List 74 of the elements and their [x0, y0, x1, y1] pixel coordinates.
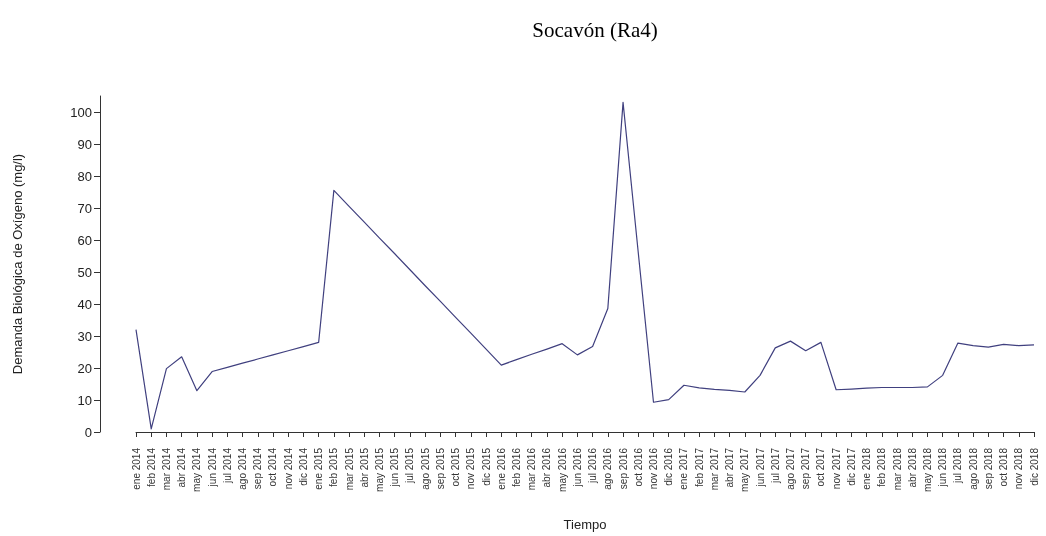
x-tick-label: jul 2015: [404, 447, 416, 485]
x-tick-label: ene 2018: [861, 447, 873, 490]
x-tick-label: jun 2015: [389, 447, 401, 488]
x-tick-label: oct 2014: [267, 447, 279, 487]
x-tick-label: nov 2016: [647, 447, 659, 490]
x-tick-label: dic 2018: [1028, 447, 1040, 486]
x-tick-label: jun 2016: [571, 447, 583, 488]
x-tick-label: mar 2014: [160, 447, 172, 491]
x-tick-label: sep 2016: [617, 447, 629, 490]
x-tick-label: sep 2014: [252, 447, 264, 490]
y-tick-label: 100: [70, 104, 92, 120]
x-tick-label: mar 2015: [343, 447, 355, 491]
x-tick-label: abr 2017: [724, 447, 736, 488]
x-tick-label: feb 2017: [693, 447, 705, 487]
x-tick-label: sep 2015: [434, 447, 446, 490]
y-tick-label: 50: [77, 264, 92, 280]
x-tick-label: sep 2017: [800, 447, 812, 490]
x-tick-label: jul 2018: [952, 447, 964, 485]
x-tick-label: ago 2015: [419, 447, 431, 490]
y-tick-label: 70: [77, 200, 92, 216]
x-tick-label: feb 2014: [145, 447, 157, 487]
x-axis-title: Tiempo: [563, 517, 607, 532]
x-tick-label: dic 2016: [663, 447, 675, 486]
x-tick-label: feb 2018: [876, 447, 888, 487]
x-tick-label: may 2014: [191, 447, 203, 492]
x-tick-label: jun 2018: [937, 447, 949, 488]
x-tick-label: ago 2018: [967, 447, 979, 490]
x-tick-label: abr 2018: [906, 447, 918, 488]
x-tick-label: ene 2016: [495, 447, 507, 490]
y-tick-label: 10: [77, 392, 92, 408]
x-tick-label: sep 2018: [982, 447, 994, 490]
x-tick-label: ene 2014: [130, 447, 142, 490]
y-tick-label: 90: [77, 136, 92, 152]
x-tick-label: dic 2014: [297, 447, 309, 486]
x-tick-label: ene 2017: [678, 447, 690, 490]
x-tick-label: feb 2015: [328, 447, 340, 487]
x-tick-label: may 2016: [556, 447, 568, 492]
y-tick-label: 40: [77, 296, 92, 312]
y-tick-label: 20: [77, 360, 92, 376]
x-tick-label: ago 2017: [784, 447, 796, 490]
x-tick-label: dic 2015: [480, 447, 492, 486]
x-tick-label: nov 2014: [282, 447, 294, 490]
x-tick-label: mar 2018: [891, 447, 903, 491]
y-axis-title: Demanda Biológica de Oxígeno (mg/l): [10, 153, 25, 375]
x-tick-label: mar 2017: [708, 447, 720, 491]
x-tick-label: oct 2018: [998, 447, 1010, 487]
x-tick-label: jul 2017: [769, 447, 781, 485]
y-tick-label: 80: [77, 168, 92, 184]
x-tick-label: mar 2016: [526, 447, 538, 491]
y-tick-label: 0: [84, 424, 92, 440]
x-tick-label: jun 2017: [754, 447, 766, 488]
x-tick-label: nov 2015: [465, 447, 477, 490]
x-tick-label: ene 2015: [313, 447, 325, 490]
x-tick-label: oct 2016: [632, 447, 644, 487]
x-tick-label: nov 2017: [830, 447, 842, 490]
x-tick-label: jul 2014: [221, 447, 233, 485]
x-tick-label: nov 2018: [1013, 447, 1025, 490]
x-tick-label: abr 2016: [541, 447, 553, 488]
x-tick-label: oct 2015: [450, 447, 462, 487]
x-tick-label: oct 2017: [815, 447, 827, 487]
x-tick-label: may 2017: [739, 447, 751, 492]
chart-title: Socavón (Ra4): [532, 17, 658, 42]
x-tick-label: ago 2016: [602, 447, 614, 490]
x-tick-label: jul 2016: [587, 447, 599, 485]
x-tick-label: abr 2014: [176, 447, 188, 488]
x-tick-label: may 2015: [374, 447, 386, 492]
x-tick-label: abr 2015: [358, 447, 370, 488]
x-tick-label: ago 2014: [237, 447, 249, 490]
x-tick-label: may 2018: [921, 447, 933, 492]
x-tick-label: feb 2016: [511, 447, 523, 487]
y-tick-label: 60: [77, 232, 92, 248]
x-tick-label: jun 2014: [206, 447, 218, 488]
y-tick-label: 30: [77, 328, 92, 344]
x-tick-label: dic 2017: [845, 447, 857, 486]
